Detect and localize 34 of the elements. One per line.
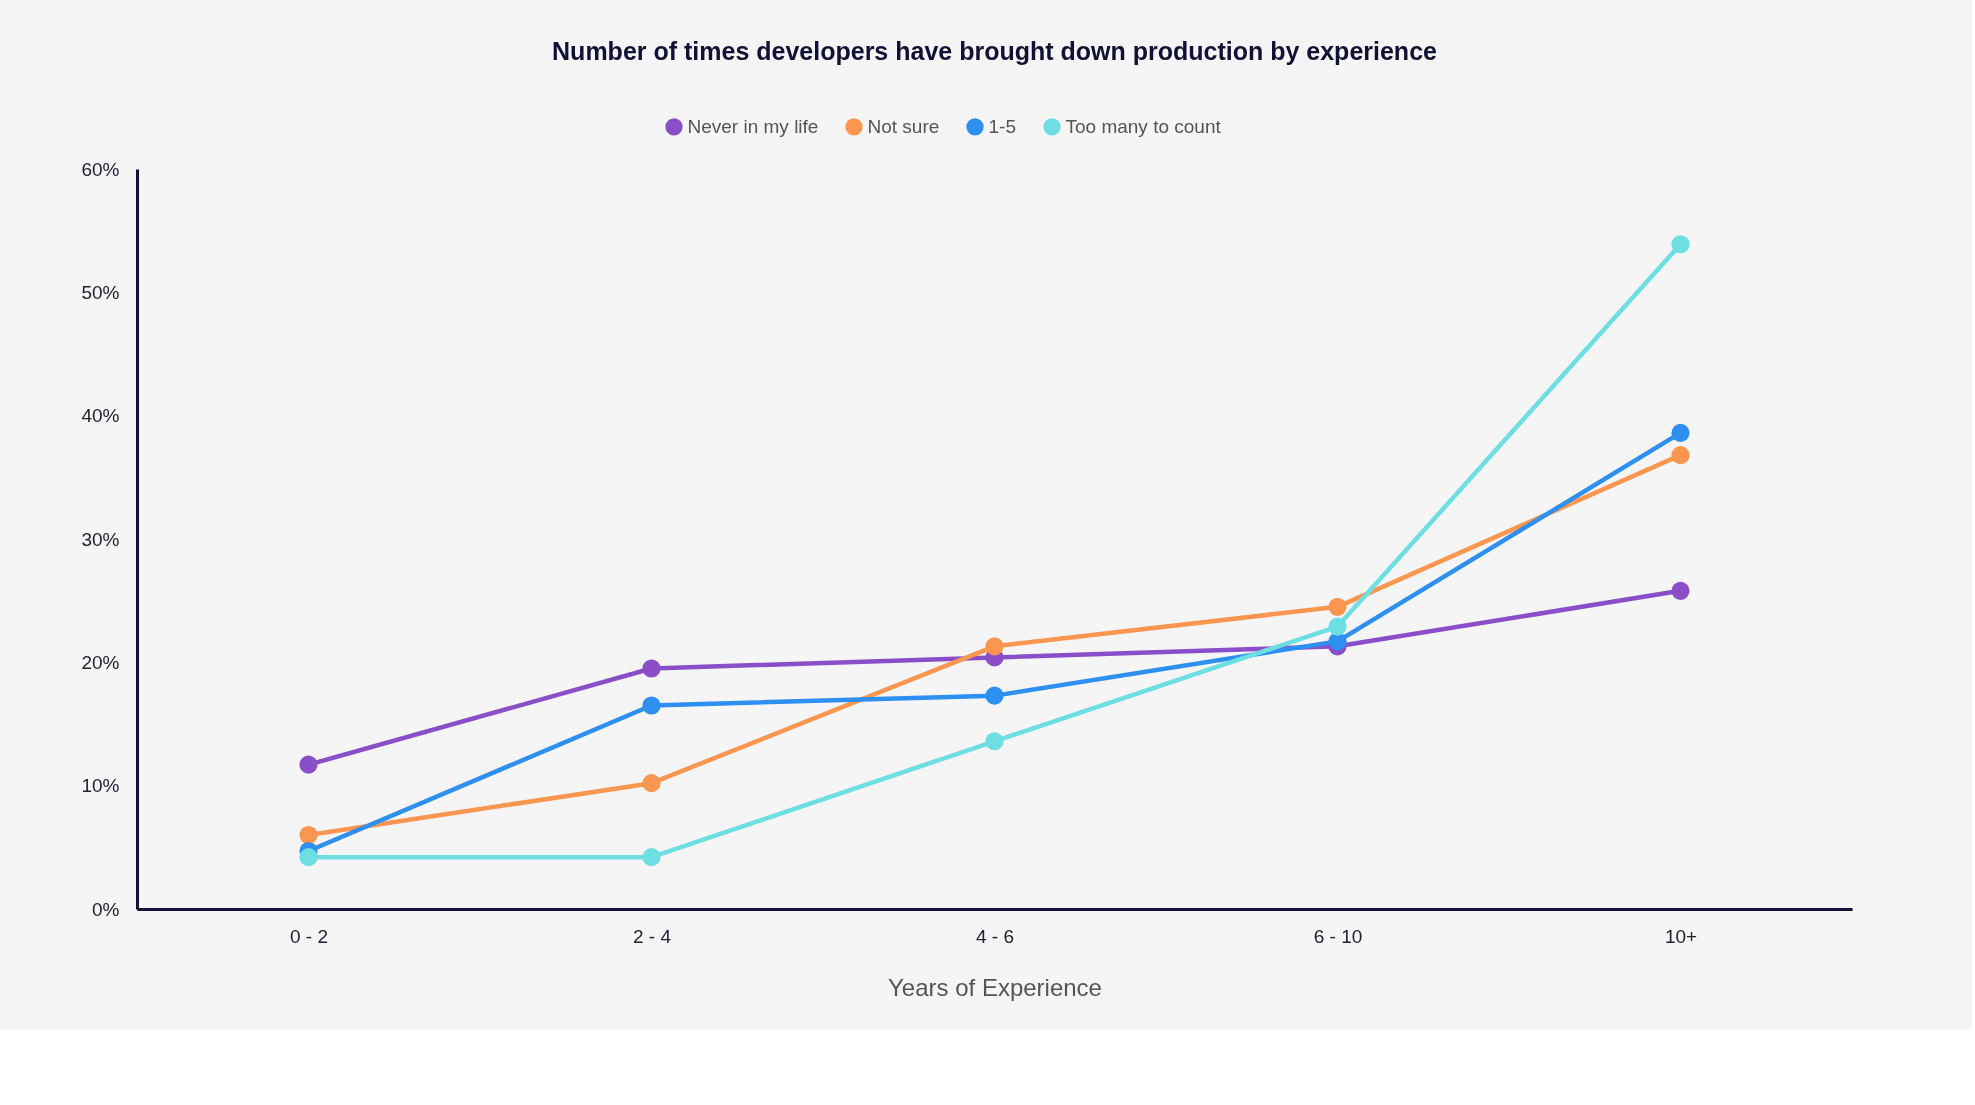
x-tick-label: 10+	[1664, 925, 1698, 947]
point	[1671, 235, 1690, 254]
point	[1328, 597, 1347, 616]
y-tick-label: 20%	[81, 651, 120, 673]
x-axis-title: Years of Experience	[888, 973, 1102, 1001]
point	[642, 659, 661, 678]
legend-label: Never in my life	[687, 115, 819, 137]
chart-title: Number of times developers have brought down production by experience	[552, 37, 1438, 65]
point	[985, 686, 1004, 705]
y-tick-label: 0%	[92, 898, 120, 920]
point	[642, 696, 661, 715]
y-tick-label: 10%	[81, 775, 120, 797]
point	[985, 732, 1004, 751]
y-tick-label: 50%	[81, 281, 120, 303]
point	[1328, 617, 1347, 636]
x-tick-label: 4 - 6	[975, 925, 1015, 947]
x-tick-label: 0 - 2	[289, 925, 329, 947]
legend-label: 1-5	[988, 115, 1016, 137]
point	[1671, 423, 1690, 442]
x-tick-label: 6 - 10	[1313, 925, 1363, 947]
point	[1671, 581, 1690, 600]
legend-label: Too many to count	[1065, 115, 1222, 137]
y-tick-label: 60%	[81, 158, 120, 180]
point	[985, 637, 1004, 656]
y-tick-label: 30%	[81, 528, 120, 550]
y-tick-label: 40%	[81, 405, 120, 427]
legend-label: Not sure	[867, 115, 940, 137]
point	[642, 774, 661, 793]
point	[299, 755, 318, 774]
point	[299, 825, 318, 845]
point	[299, 848, 318, 867]
x-tick-label: 2 - 4	[632, 925, 672, 947]
point	[1671, 446, 1690, 465]
point	[642, 848, 661, 867]
